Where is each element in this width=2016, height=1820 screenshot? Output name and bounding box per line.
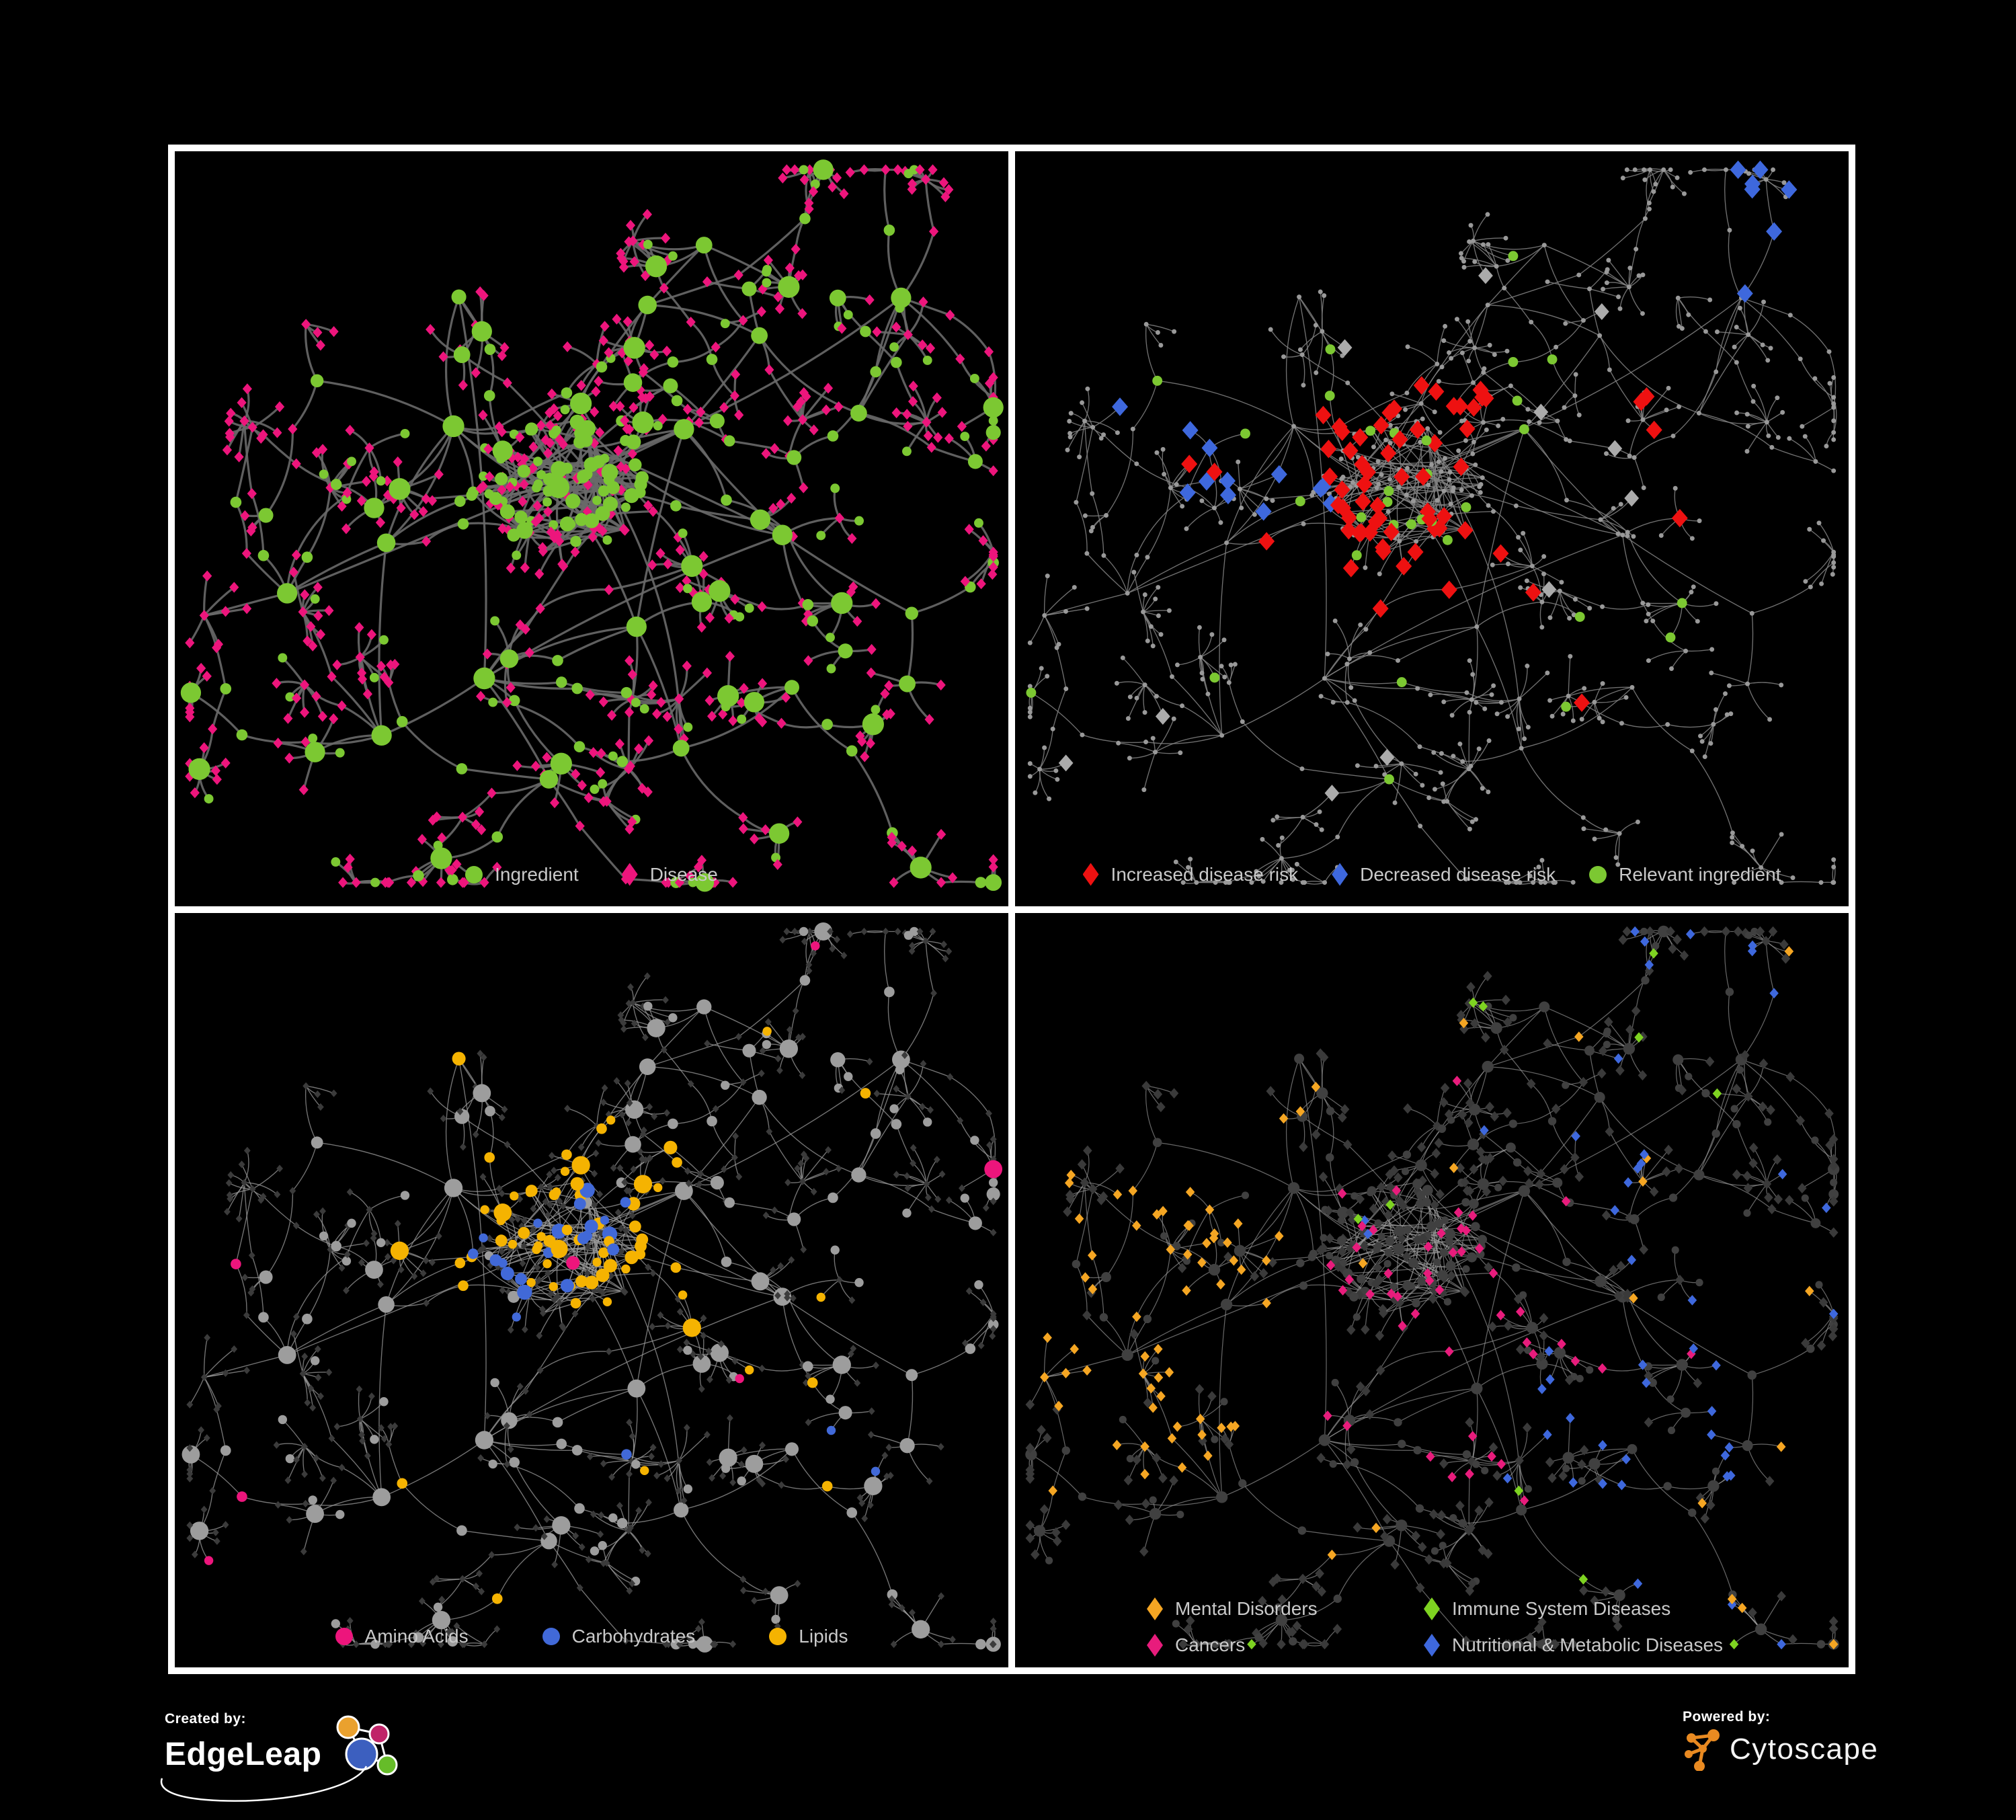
legend-nutrient-class: Amino Acids Carbohydrates Lipids (175, 1626, 1008, 1647)
legend-swatch-increased-risk (1082, 863, 1099, 886)
legend-swatch-ingredient (465, 865, 483, 883)
powered-by-label: Powered by: (1683, 1709, 1771, 1725)
legend-swatch-immune-diseases (1424, 1597, 1440, 1620)
legend-label-metabolic-diseases: Nutritional & Metabolic Diseases (1452, 1634, 1724, 1655)
edgeleap-credit: Created by: EdgeLeap (160, 1711, 402, 1802)
panel-nutrient-class-network: Amino Acids Carbohydrates Lipids (175, 912, 1008, 1667)
network-canvas-nutrient-class (182, 922, 1003, 1653)
legend-label-disease: Disease (649, 863, 718, 885)
cytoscape-logo-icon (1685, 1729, 1720, 1771)
legend-item-ingredient: Ingredient (465, 864, 579, 885)
legend-item-amino-acids: Amino Acids (335, 1626, 469, 1647)
legend-swatch-carbohydrates (542, 1628, 560, 1645)
legend-item-increased-risk: Increased disease risk (1082, 863, 1299, 886)
edgeleap-logo-icon (336, 1715, 398, 1776)
legend-item-immune-diseases: Immune System Diseases (1424, 1597, 1723, 1620)
legend-label-relevant-ingredient: Relevant ingredient (1619, 863, 1781, 885)
legend-item-relevant-ingredient: Relevant ingredient (1589, 864, 1781, 885)
panel-disease-class-network: Mental Disorders Immune System Diseases … (1015, 912, 1849, 1667)
panel-ingredient-disease-network: Ingredient Disease (175, 151, 1008, 906)
figure-grid: Ingredient Disease Increased disease ris… (168, 145, 1855, 1674)
legend-swatch-relevant-ingredient (1589, 865, 1607, 883)
legend-label-immune-diseases: Immune System Diseases (1452, 1598, 1671, 1619)
legend-swatch-decreased-risk (1332, 863, 1348, 886)
legend-swatch-cancers (1147, 1634, 1163, 1657)
legend-label-decreased-risk: Decreased disease risk (1360, 863, 1556, 885)
legend-swatch-metabolic-diseases (1424, 1634, 1440, 1657)
edgeleap-swoosh (160, 1766, 368, 1802)
legend-item-metabolic-diseases: Nutritional & Metabolic Diseases (1424, 1634, 1723, 1657)
legend-ingredient-disease: Ingredient Disease (175, 863, 1008, 886)
network-canvas-ingredient-disease (180, 159, 1004, 892)
legend-item-cancers: Cancers (1147, 1634, 1397, 1657)
legend-item-decreased-risk: Decreased disease risk (1332, 863, 1556, 886)
created-by-label: Created by: (165, 1711, 247, 1727)
legend-disease-class: Mental Disorders Immune System Diseases … (1147, 1597, 1723, 1657)
legend-item-mental-disorders: Mental Disorders (1147, 1597, 1397, 1620)
legend-label-lipids: Lipids (799, 1626, 848, 1647)
legend-swatch-disease (621, 863, 638, 886)
cytoscape-credit: Powered by: Cytoscape (1683, 1709, 1878, 1771)
edgeleap-wordmark: EdgeLeap (165, 1737, 322, 1772)
legend-swatch-lipids (769, 1628, 787, 1645)
legend-label-carbohydrates: Carbohydrates (571, 1626, 696, 1647)
legend-label-increased-risk: Increased disease risk (1111, 863, 1299, 885)
legend-item-carbohydrates: Carbohydrates (542, 1626, 696, 1647)
legend-item-disease: Disease (621, 863, 718, 886)
legend-label-ingredient: Ingredient (495, 863, 579, 885)
panel-disease-risk-network: Increased disease risk Decreased disease… (1015, 151, 1849, 906)
legend-swatch-mental-disorders (1147, 1597, 1163, 1620)
legend-swatch-amino-acids (335, 1628, 353, 1645)
legend-label-cancers: Cancers (1175, 1634, 1246, 1655)
network-canvas-disease-class (1025, 925, 1840, 1650)
legend-item-lipids: Lipids (769, 1626, 848, 1647)
legend-label-amino-acids: Amino Acids (364, 1626, 469, 1647)
network-canvas-disease-risk (1026, 160, 1837, 885)
legend-label-mental-disorders: Mental Disorders (1175, 1598, 1318, 1619)
cytoscape-wordmark: Cytoscape (1730, 1733, 1879, 1766)
legend-disease-risk: Increased disease risk Decreased disease… (1015, 863, 1849, 886)
